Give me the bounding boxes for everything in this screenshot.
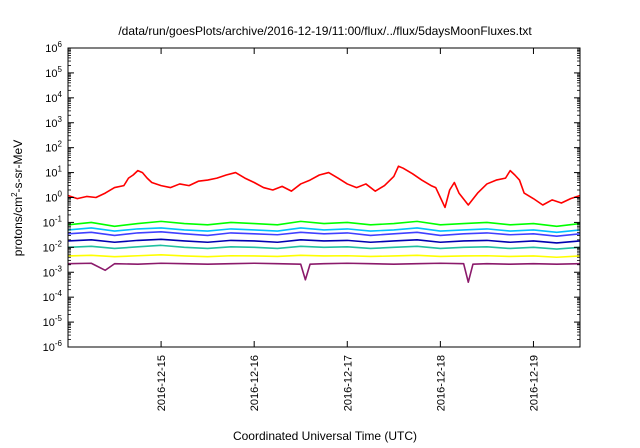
y-axis-label-prefix: protons/cm (11, 197, 25, 256)
y-tick-exponent: -6 (55, 339, 63, 348)
y-axis-ticks: 10610510410310210110010-110-210-310-410-… (43, 40, 580, 354)
y-tick-exponent: 0 (58, 190, 63, 199)
y-tick-label-0: 106 (45, 40, 62, 55)
series-line-7 (67, 262, 581, 283)
y-tick-exponent: -3 (55, 264, 63, 273)
y-tick-base: 10 (43, 242, 55, 254)
y-tick-label-4: 102 (45, 140, 62, 155)
y-tick-label-6: 100 (45, 190, 62, 205)
y-tick-base: 10 (45, 143, 57, 155)
y-tick-base: 10 (45, 118, 57, 130)
series-line-1 (67, 220, 581, 228)
y-tick-base: 10 (43, 292, 55, 304)
x-tick-label-group-3: 2016-12-18 (435, 355, 447, 411)
y-tick-base: 10 (45, 68, 57, 80)
y-tick-exponent: 6 (58, 40, 63, 49)
y-tick-exponent: -1 (55, 214, 63, 223)
y-axis-label-exponent: 2 (10, 192, 19, 197)
y-axis-label: protons/cm2-s-sr-MeV (10, 140, 25, 256)
y-tick-base: 10 (45, 168, 57, 180)
y-tick-exponent: 5 (58, 65, 63, 74)
series-layer (67, 165, 581, 283)
y-axis-label-suffix: -s-sr-MeV (11, 140, 25, 193)
y-tick-base: 10 (43, 267, 55, 279)
series-line-6 (67, 254, 581, 259)
series-line-0 (67, 165, 581, 209)
y-tick-label-12: 10-6 (43, 339, 63, 354)
y-tick-label-3: 103 (45, 115, 62, 130)
y-tick-exponent: -5 (55, 314, 63, 323)
y-tick-label-9: 10-3 (43, 264, 63, 279)
x-tick-label-group-1: 2016-12-16 (249, 355, 261, 411)
x-tick-label-group-4: 2016-12-19 (528, 355, 540, 411)
svg-text:protons/cm2-s-sr-MeV: protons/cm2-s-sr-MeV (10, 140, 25, 256)
series-line-5 (67, 244, 581, 250)
x-tick-label-1: 2016-12-16 (249, 355, 261, 411)
y-tick-label-2: 104 (45, 90, 62, 105)
y-tick-label-7: 10-1 (43, 214, 63, 229)
y-tick-base: 10 (43, 317, 55, 329)
y-tick-base: 10 (45, 93, 57, 105)
y-tick-exponent: -4 (55, 289, 63, 298)
y-tick-label-8: 10-2 (43, 239, 63, 254)
series-line-2 (67, 227, 581, 234)
x-tick-label-2: 2016-12-17 (342, 355, 354, 411)
x-tick-label-group-0: 2016-12-15 (156, 355, 168, 411)
y-tick-exponent: 1 (58, 165, 63, 174)
y-tick-base: 10 (43, 217, 55, 229)
chart-title: /data/run/goesPlots/archive/2016-12-19/1… (118, 24, 532, 38)
y-tick-exponent: -2 (55, 239, 63, 248)
plot-frame (67, 47, 581, 348)
y-tick-base: 10 (45, 193, 57, 205)
x-tick-label-0: 2016-12-15 (156, 355, 168, 411)
y-tick-label-11: 10-5 (43, 314, 63, 329)
x-axis-label: Coordinated Universal Time (UTC) (233, 429, 417, 443)
y-tick-label-1: 105 (45, 65, 62, 80)
y-tick-exponent: 4 (58, 90, 63, 99)
y-tick-base: 10 (43, 342, 55, 354)
x-axis-ticks: 2016-12-15 2016-12-16 2016-12-17 2016-12-18… (156, 48, 540, 411)
x-tick-label-3: 2016-12-18 (435, 355, 447, 411)
y-tick-label-5: 101 (45, 165, 62, 180)
x-tick-label-group-2: 2016-12-17 (342, 355, 354, 411)
y-tick-base: 10 (45, 43, 57, 55)
y-tick-exponent: 2 (58, 140, 63, 149)
series-line-3 (67, 231, 581, 237)
x-tick-label-4: 2016-12-19 (528, 355, 540, 411)
y-tick-exponent: 3 (58, 115, 63, 124)
series-line-4 (67, 238, 581, 244)
y-tick-label-10: 10-4 (43, 289, 63, 304)
